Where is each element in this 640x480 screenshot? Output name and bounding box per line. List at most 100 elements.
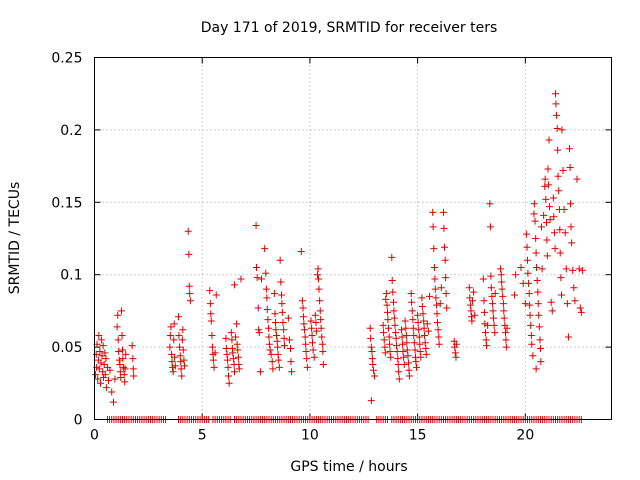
data-point	[121, 365, 129, 373]
data-point	[229, 349, 237, 357]
data-point	[385, 324, 393, 332]
data-point	[532, 249, 540, 257]
y-tick-labels: 0 0.05 0.1 0.15 0.2 0.25	[51, 51, 82, 429]
data-point	[425, 292, 433, 300]
data-point	[548, 307, 556, 315]
plot-frame	[94, 57, 612, 420]
data-point	[536, 345, 544, 353]
data-point	[546, 216, 554, 224]
data-point	[379, 321, 387, 329]
data-point	[274, 343, 282, 351]
data-point	[387, 353, 395, 361]
data-point	[170, 320, 178, 328]
data-point	[532, 235, 540, 242]
data-point	[536, 336, 544, 344]
data-point	[309, 346, 317, 354]
data-point	[185, 282, 193, 290]
data-point	[420, 324, 428, 332]
data-point	[118, 332, 126, 340]
data-point	[265, 324, 273, 332]
data-point	[389, 298, 397, 306]
data-point	[222, 345, 230, 353]
data-point	[128, 342, 136, 350]
data-point	[404, 352, 412, 360]
gridlines	[94, 57, 612, 420]
data-point	[488, 292, 496, 300]
data-point	[287, 345, 295, 353]
data-point	[269, 365, 277, 373]
data-point	[287, 358, 295, 366]
data-point	[390, 314, 398, 322]
data-point	[257, 275, 265, 283]
data-point	[391, 321, 399, 329]
data-point	[533, 263, 541, 271]
data-point	[400, 360, 408, 368]
data-point	[252, 221, 260, 229]
data-point	[316, 297, 324, 305]
data-point	[301, 326, 309, 334]
data-point	[403, 339, 411, 347]
data-point	[383, 308, 391, 316]
data-point	[562, 265, 570, 273]
data-point	[551, 90, 559, 98]
data-point	[545, 181, 553, 189]
data-point	[421, 339, 429, 347]
data-point	[224, 363, 232, 371]
data-point	[386, 347, 394, 355]
data-point	[399, 340, 407, 348]
data-point	[233, 340, 241, 348]
data-point	[263, 305, 271, 313]
data-point	[468, 317, 476, 325]
data-point	[175, 313, 183, 321]
data-point	[424, 327, 432, 335]
data-point	[466, 301, 474, 309]
data-point	[276, 256, 284, 264]
data-point	[231, 368, 239, 376]
data-point	[525, 290, 533, 298]
data-point	[252, 263, 260, 271]
data-point	[209, 343, 217, 351]
data-point	[540, 211, 548, 219]
data-point	[319, 347, 327, 355]
data-point	[530, 210, 538, 218]
data-point	[232, 333, 240, 341]
data-point	[409, 324, 417, 332]
data-point	[275, 363, 283, 371]
data-point	[523, 243, 531, 251]
data-point	[433, 310, 441, 318]
data-point	[388, 253, 396, 261]
data-point	[395, 368, 403, 376]
data-point	[451, 343, 459, 351]
data-point	[528, 340, 536, 348]
data-point	[534, 288, 542, 296]
data-point	[166, 332, 174, 340]
data-point	[284, 314, 292, 322]
data-point	[299, 304, 307, 312]
data-point	[416, 347, 424, 355]
data-point	[385, 333, 393, 341]
data-point	[264, 316, 272, 324]
data-point	[538, 265, 546, 273]
data-point	[471, 311, 479, 319]
data-point	[101, 349, 109, 357]
data-point	[171, 362, 179, 370]
data-point	[526, 301, 534, 309]
data-point	[299, 313, 307, 321]
data-point	[315, 285, 323, 293]
data-point	[274, 350, 282, 358]
data-point	[530, 200, 538, 208]
data-point	[122, 350, 130, 358]
data-point	[511, 291, 519, 299]
data-point	[416, 340, 424, 348]
data-point	[175, 332, 183, 340]
data-point	[542, 219, 550, 227]
chart-title: Day 171 of 2019, SRMTID for receiver ter…	[201, 20, 498, 36]
data-point	[222, 334, 230, 342]
data-point	[277, 278, 285, 286]
data-point	[393, 342, 401, 350]
data-point	[563, 300, 571, 308]
data-point	[434, 326, 442, 334]
data-point	[399, 347, 407, 355]
data-point	[262, 285, 270, 293]
data-point	[311, 311, 319, 319]
